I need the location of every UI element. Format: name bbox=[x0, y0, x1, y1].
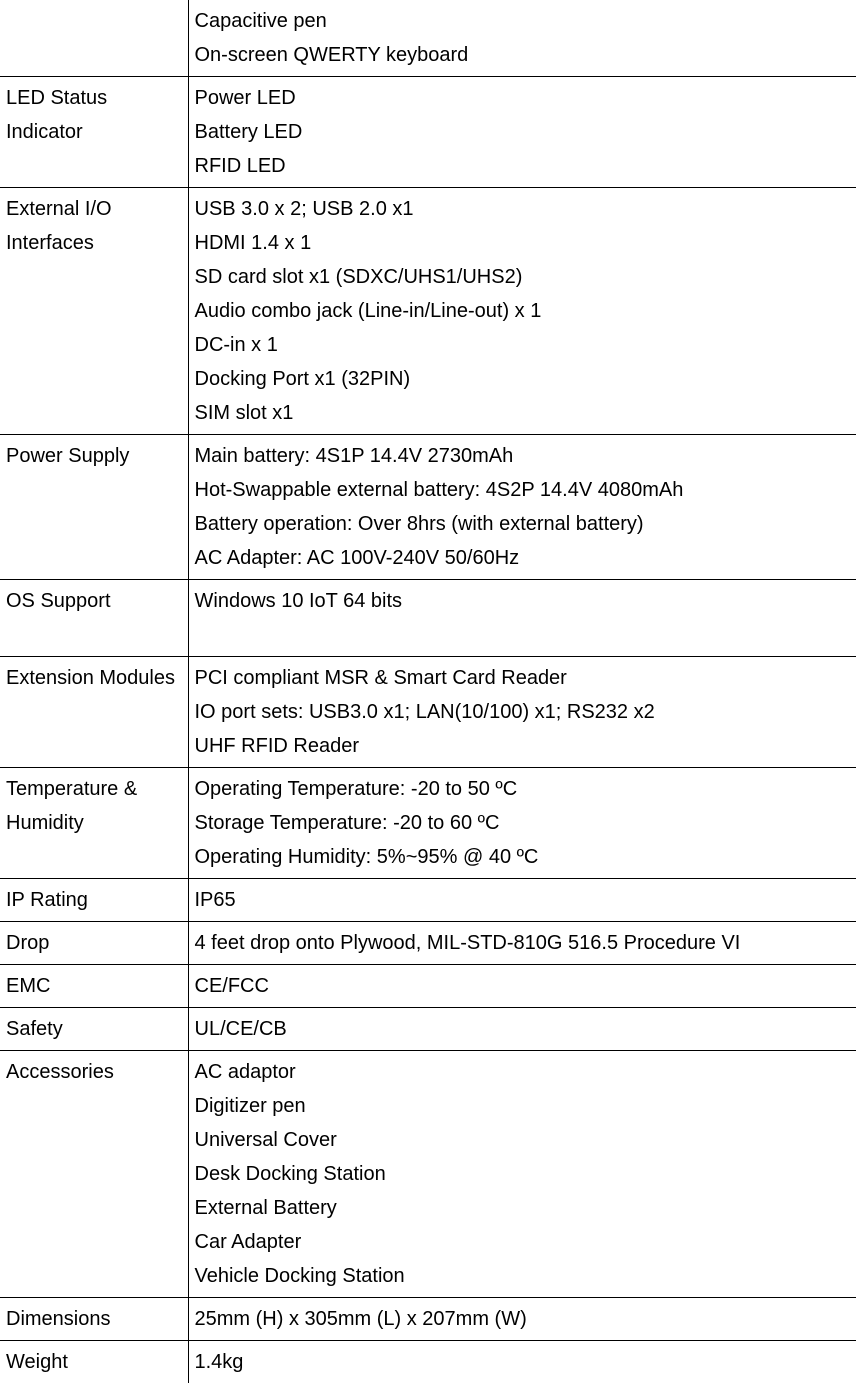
spec-label: Safety bbox=[0, 1008, 188, 1051]
spec-label: Extension Modules bbox=[0, 657, 188, 768]
spec-label: Power Supply bbox=[0, 435, 188, 580]
spec-table: Capacitive pen On-screen QWERTY keyboard… bbox=[0, 0, 856, 1383]
value-line: Car Adapter bbox=[195, 1225, 851, 1259]
value-line: HDMI 1.4 x 1 bbox=[195, 226, 851, 260]
spec-value: USB 3.0 x 2; USB 2.0 x1 HDMI 1.4 x 1 SD … bbox=[188, 188, 856, 435]
value-line: SIM slot x1 bbox=[195, 396, 851, 430]
value-line: AC adaptor bbox=[195, 1055, 851, 1089]
value-line: Storage Temperature: -20 to 60 ºC bbox=[195, 806, 851, 840]
spec-label: Dimensions bbox=[0, 1298, 188, 1341]
spec-label: Drop bbox=[0, 922, 188, 965]
spec-value: IP65 bbox=[188, 879, 856, 922]
spec-value: Power LED Battery LED RFID LED bbox=[188, 77, 856, 188]
spec-value: PCI compliant MSR & Smart Card Reader IO… bbox=[188, 657, 856, 768]
table-row: Safety UL/CE/CB bbox=[0, 1008, 856, 1051]
value-line: IP65 bbox=[195, 883, 851, 917]
spec-label: EMC bbox=[0, 965, 188, 1008]
spec-table-body: Capacitive pen On-screen QWERTY keyboard… bbox=[0, 0, 856, 1383]
value-line: IO port sets: USB3.0 x1; LAN(10/100) x1;… bbox=[195, 695, 851, 729]
spec-label: LED Status Indicator bbox=[0, 77, 188, 188]
value-line: Hot-Swappable external battery: 4S2P 14.… bbox=[195, 473, 851, 507]
value-line: Battery operation: Over 8hrs (with exter… bbox=[195, 507, 851, 541]
spec-value: Main battery: 4S1P 14.4V 2730mAh Hot-Swa… bbox=[188, 435, 856, 580]
table-row: Drop 4 feet drop onto Plywood, MIL-STD-8… bbox=[0, 922, 856, 965]
value-line: AC Adapter: AC 100V-240V 50/60Hz bbox=[195, 541, 851, 575]
table-row: EMC CE/FCC bbox=[0, 965, 856, 1008]
spec-value: 25mm (H) x 305mm (L) x 207mm (W) bbox=[188, 1298, 856, 1341]
table-row: External I/O Interfaces USB 3.0 x 2; USB… bbox=[0, 188, 856, 435]
spec-label: Temperature & Humidity bbox=[0, 768, 188, 879]
value-line: PCI compliant MSR & Smart Card Reader bbox=[195, 661, 851, 695]
value-line: USB 3.0 x 2; USB 2.0 x1 bbox=[195, 192, 851, 226]
value-line: SD card slot x1 (SDXC/UHS1/UHS2) bbox=[195, 260, 851, 294]
spec-label: External I/O Interfaces bbox=[0, 188, 188, 435]
spec-value: AC adaptor Digitizer pen Universal Cover… bbox=[188, 1051, 856, 1298]
table-row: Extension Modules PCI compliant MSR & Sm… bbox=[0, 657, 856, 768]
table-row: Temperature & Humidity Operating Tempera… bbox=[0, 768, 856, 879]
value-line: UHF RFID Reader bbox=[195, 729, 851, 763]
spec-value: Capacitive pen On-screen QWERTY keyboard bbox=[188, 0, 856, 77]
value-line: Audio combo jack (Line-in/Line-out) x 1 bbox=[195, 294, 851, 328]
spec-value: Operating Temperature: -20 to 50 ºC Stor… bbox=[188, 768, 856, 879]
spec-label: Weight bbox=[0, 1341, 188, 1384]
spec-label bbox=[0, 0, 188, 77]
value-line: On-screen QWERTY keyboard bbox=[195, 38, 851, 72]
value-line: Operating Humidity: 5%~95% @ 40 ºC bbox=[195, 840, 851, 874]
value-line: Capacitive pen bbox=[195, 4, 851, 38]
table-row: Dimensions 25mm (H) x 305mm (L) x 207mm … bbox=[0, 1298, 856, 1341]
spec-value: UL/CE/CB bbox=[188, 1008, 856, 1051]
spec-value: CE/FCC bbox=[188, 965, 856, 1008]
value-line: Digitizer pen bbox=[195, 1089, 851, 1123]
spec-value: 1.4kg bbox=[188, 1341, 856, 1384]
value-line: Power LED bbox=[195, 81, 851, 115]
value-line: Battery LED bbox=[195, 115, 851, 149]
value-line: 1.4kg bbox=[195, 1345, 851, 1379]
spec-label: IP Rating bbox=[0, 879, 188, 922]
value-line: RFID LED bbox=[195, 149, 851, 183]
table-row: Power Supply Main battery: 4S1P 14.4V 27… bbox=[0, 435, 856, 580]
value-line: Windows 10 IoT 64 bits bbox=[195, 584, 851, 618]
value-line: Desk Docking Station bbox=[195, 1157, 851, 1191]
spec-value: Windows 10 IoT 64 bits bbox=[188, 580, 856, 657]
value-line: CE/FCC bbox=[195, 969, 851, 1003]
value-line: External Battery bbox=[195, 1191, 851, 1225]
table-row: Capacitive pen On-screen QWERTY keyboard bbox=[0, 0, 856, 77]
spec-label: Accessories bbox=[0, 1051, 188, 1298]
value-line: 4 feet drop onto Plywood, MIL-STD-810G 5… bbox=[195, 926, 851, 960]
value-line: Vehicle Docking Station bbox=[195, 1259, 851, 1293]
spec-value: 4 feet drop onto Plywood, MIL-STD-810G 5… bbox=[188, 922, 856, 965]
value-line: Docking Port x1 (32PIN) bbox=[195, 362, 851, 396]
value-line bbox=[195, 618, 851, 652]
table-row: OS Support Windows 10 IoT 64 bits bbox=[0, 580, 856, 657]
spec-label: OS Support bbox=[0, 580, 188, 657]
value-line: 25mm (H) x 305mm (L) x 207mm (W) bbox=[195, 1302, 851, 1336]
table-row: Weight 1.4kg bbox=[0, 1341, 856, 1384]
value-line: DC-in x 1 bbox=[195, 328, 851, 362]
value-line: Universal Cover bbox=[195, 1123, 851, 1157]
value-line: Main battery: 4S1P 14.4V 2730mAh bbox=[195, 439, 851, 473]
table-row: Accessories AC adaptor Digitizer pen Uni… bbox=[0, 1051, 856, 1298]
table-row: LED Status Indicator Power LED Battery L… bbox=[0, 77, 856, 188]
value-line: UL/CE/CB bbox=[195, 1012, 851, 1046]
value-line: Operating Temperature: -20 to 50 ºC bbox=[195, 772, 851, 806]
table-row: IP Rating IP65 bbox=[0, 879, 856, 922]
